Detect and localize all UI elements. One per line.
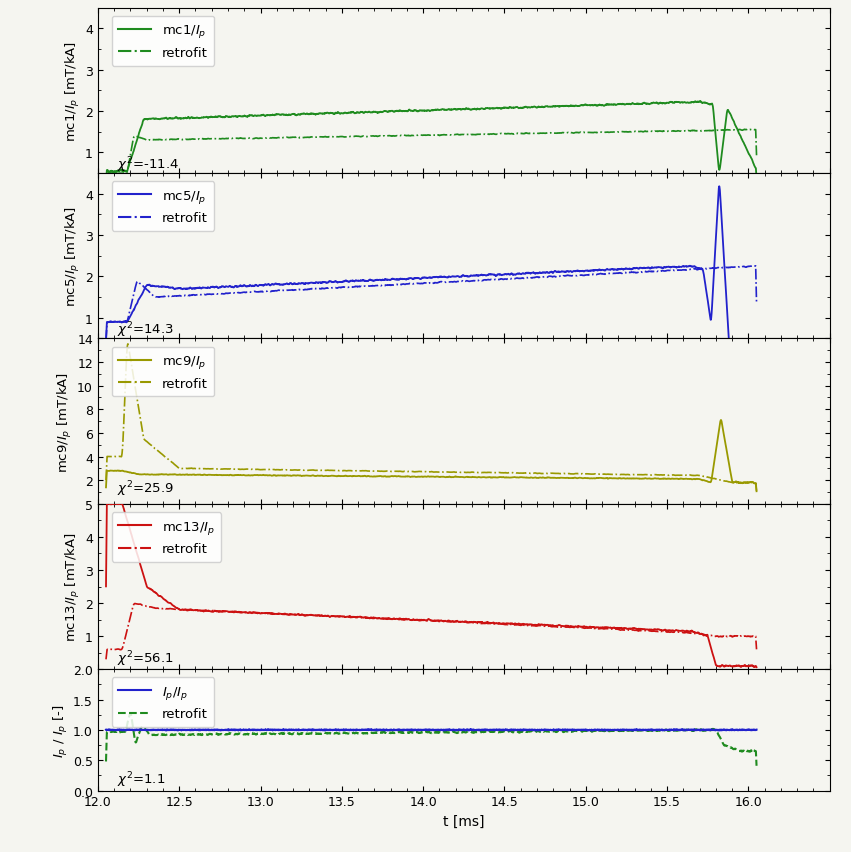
Text: $\chi^2$=-11.4: $\chi^2$=-11.4 <box>117 155 180 175</box>
X-axis label: t [ms]: t [ms] <box>443 814 484 828</box>
Y-axis label: mc1/$I_p$ [mT/kA]: mc1/$I_p$ [mT/kA] <box>65 41 83 141</box>
Text: $\chi^2$=56.1: $\chi^2$=56.1 <box>117 648 174 668</box>
Text: $\chi^2$=1.1: $\chi^2$=1.1 <box>117 769 166 789</box>
Y-axis label: mc13/$I_p$ [mT/kA]: mc13/$I_p$ [mT/kA] <box>64 532 83 642</box>
Y-axis label: $I_p$ / $I_p$ [-]: $I_p$ / $I_p$ [-] <box>52 704 71 757</box>
Y-axis label: mc9/$I_p$ [mT/kA]: mc9/$I_p$ [mT/kA] <box>56 371 74 472</box>
Legend: mc5/$I_p$, retrofit: mc5/$I_p$, retrofit <box>111 182 214 232</box>
Legend: mc1/$I_p$, retrofit: mc1/$I_p$, retrofit <box>111 17 214 66</box>
Legend: mc9/$I_p$, retrofit: mc9/$I_p$, retrofit <box>111 348 214 397</box>
Legend: mc13/$I_p$, retrofit: mc13/$I_p$, retrofit <box>111 513 221 562</box>
Y-axis label: mc5/$I_p$ [mT/kA]: mc5/$I_p$ [mT/kA] <box>65 206 83 307</box>
Legend: $I_p$/$I_p$, retrofit: $I_p$/$I_p$, retrofit <box>111 677 214 727</box>
Text: $\chi^2$=14.3: $\chi^2$=14.3 <box>117 320 174 340</box>
Text: $\chi^2$=25.9: $\chi^2$=25.9 <box>117 479 174 498</box>
